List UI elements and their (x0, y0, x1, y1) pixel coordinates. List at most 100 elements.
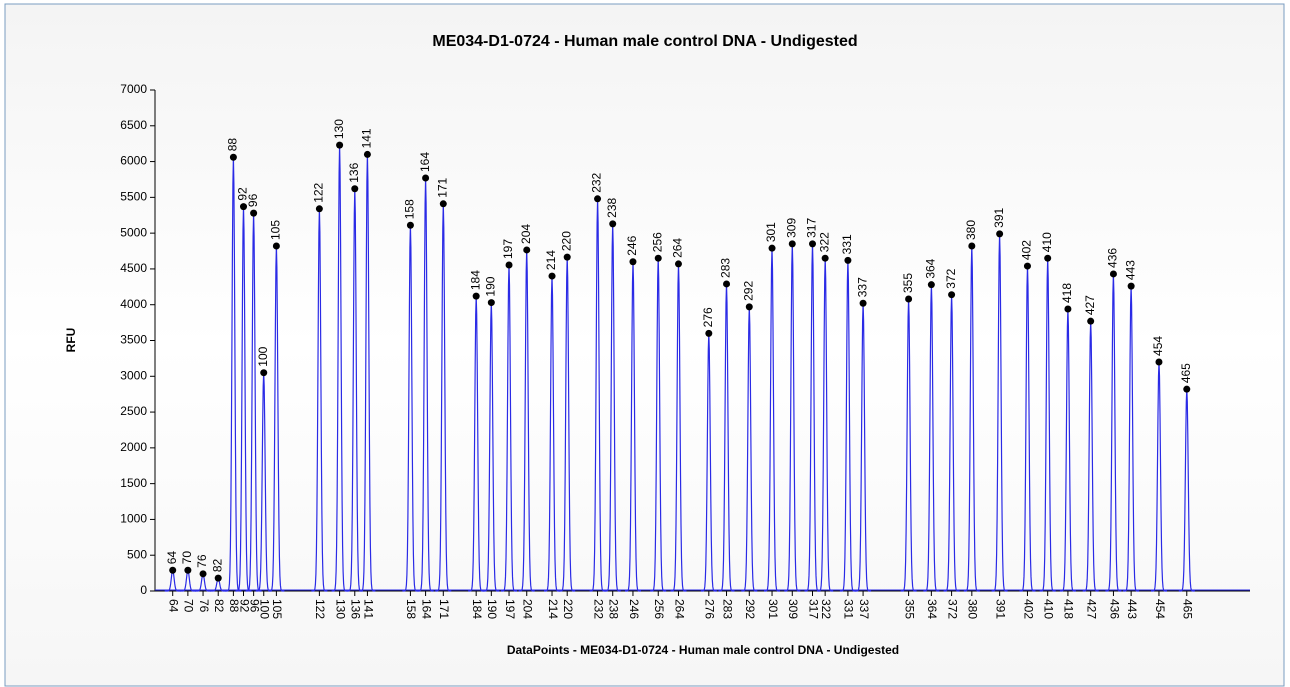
peak-label: 136 (347, 162, 361, 182)
y-tick-label: 6000 (120, 154, 147, 168)
x-tick-label: 184 (470, 599, 484, 619)
peak-marker (229, 153, 237, 161)
peak-label: 443 (1123, 260, 1137, 280)
peak-marker (821, 254, 829, 262)
x-tick-label: 256 (652, 599, 666, 619)
x-tick-label: 322 (819, 599, 833, 619)
peak-label: 70 (180, 551, 194, 565)
peak-marker (968, 242, 976, 250)
peak-marker (548, 272, 556, 280)
peak-label: 130 (332, 119, 346, 139)
y-tick-label: 1000 (120, 512, 147, 526)
y-tick-label: 0 (140, 583, 147, 597)
x-tick-label: 372 (945, 599, 959, 619)
peak-marker (523, 246, 531, 254)
peak-label: 220 (559, 231, 573, 251)
x-tick-label: 301 (766, 599, 780, 619)
peak-marker (406, 221, 414, 229)
x-tick-label: 443 (1125, 599, 1139, 619)
x-tick-label: 214 (546, 599, 560, 619)
peak-label: 317 (805, 218, 819, 238)
x-tick-label: 232 (591, 599, 605, 619)
x-tick-label: 92 (237, 599, 251, 613)
y-tick-label: 500 (127, 547, 147, 561)
x-tick-label: 190 (485, 599, 499, 619)
peak-label: 64 (165, 551, 179, 565)
peak-label: 276 (701, 307, 715, 327)
peak-marker (723, 280, 731, 288)
peak-marker (487, 299, 495, 307)
peak-label: 214 (544, 250, 558, 270)
peak-label: 402 (1020, 240, 1034, 260)
peak-marker (351, 185, 359, 193)
peak-label: 418 (1060, 283, 1074, 303)
peak-label: 232 (590, 172, 604, 192)
peak-label: 301 (764, 222, 778, 242)
peak-label: 197 (501, 239, 515, 259)
y-tick-label: 5500 (120, 190, 147, 204)
x-tick-label: 96 (247, 599, 261, 613)
x-tick-label: 141 (361, 599, 375, 619)
frame (4, 3, 1285, 687)
x-tick-label: 130 (333, 599, 347, 619)
x-tick-label: 436 (1107, 599, 1121, 619)
peak-marker (705, 329, 713, 337)
peak-marker (609, 220, 617, 228)
peak-label: 158 (403, 199, 417, 219)
peak-label: 204 (519, 224, 533, 244)
peak-label: 171 (435, 177, 449, 197)
x-tick-label: 355 (902, 599, 916, 619)
x-tick-label: 82 (212, 599, 226, 613)
peak-label: 283 (719, 258, 733, 278)
peak-marker (948, 291, 956, 299)
peak-label: 246 (625, 235, 639, 255)
x-tick-label: 246 (627, 599, 641, 619)
peak-marker (905, 295, 913, 303)
peak-label: 372 (944, 268, 958, 288)
peak-label: 105 (269, 220, 283, 240)
x-tick-label: 64 (167, 599, 181, 613)
x-tick-label: 309 (786, 599, 800, 619)
peak-label: 100 (256, 346, 270, 366)
x-tick-label: 105 (270, 599, 284, 619)
peak-marker (809, 240, 817, 248)
peak-label: 364 (924, 258, 938, 278)
y-tick-label: 7000 (120, 82, 147, 96)
x-tick-label: 88 (227, 599, 241, 613)
peak-marker (1023, 262, 1031, 270)
peak-marker (996, 230, 1004, 238)
peak-marker (184, 566, 192, 574)
peak-marker (214, 574, 222, 582)
peak-label: 76 (195, 554, 209, 568)
peak-label: 122 (312, 182, 326, 202)
peak-label: 427 (1083, 295, 1097, 315)
x-axis-label: DataPoints - ME034-D1-0724 - Human male … (507, 643, 899, 657)
x-tick-label: 122 (313, 599, 327, 619)
peak-label: 256 (650, 232, 664, 252)
peak-label: 292 (741, 281, 755, 301)
x-tick-label: 264 (672, 599, 686, 619)
peak-marker (505, 261, 513, 269)
peak-label: 82 (210, 558, 224, 572)
x-tick-label: 364 (925, 599, 939, 619)
x-tick-label: 171 (437, 599, 451, 619)
peak-marker (1127, 282, 1135, 290)
peak-marker (563, 253, 571, 261)
peak-marker (240, 203, 248, 211)
peak-label: 355 (901, 273, 915, 293)
x-tick-label: 402 (1021, 599, 1035, 619)
x-tick-label: 276 (703, 599, 717, 619)
peak-marker (768, 244, 776, 252)
peak-label: 92 (236, 187, 250, 201)
peak-label: 309 (784, 218, 798, 238)
peak-label: 436 (1106, 248, 1120, 268)
x-tick-label: 391 (993, 599, 1007, 619)
y-tick-label: 5000 (120, 225, 147, 239)
peak-label: 322 (817, 232, 831, 252)
peak-marker (250, 209, 258, 217)
peak-marker (788, 240, 796, 248)
peak-marker (336, 141, 344, 149)
y-tick-label: 3000 (120, 368, 147, 382)
peak-marker (927, 281, 935, 289)
